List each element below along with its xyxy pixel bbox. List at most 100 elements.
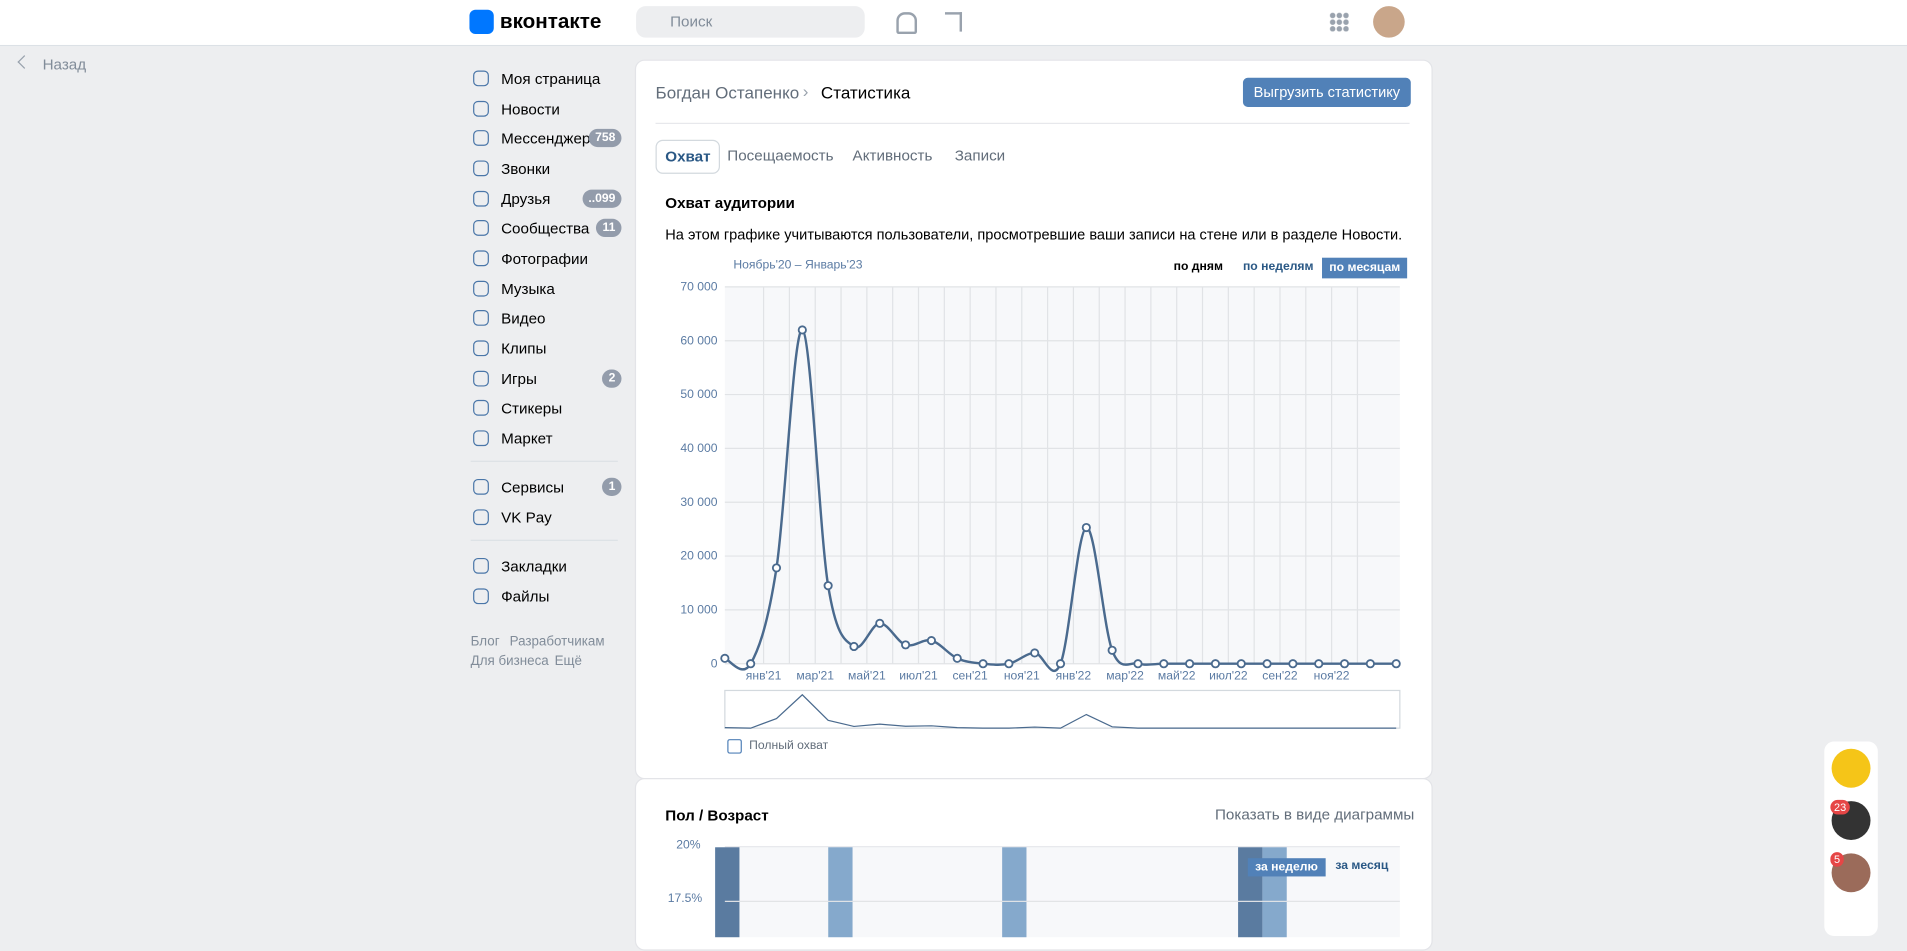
- period[interactable]: Ноябрь'20 – Январь'23: [733, 258, 863, 273]
- nav-label: Друзья: [501, 190, 551, 208]
- nav-item[interactable]: Видео: [471, 306, 629, 333]
- x-tick-label: сен'21: [952, 669, 988, 683]
- nav-item[interactable]: Клипы: [471, 337, 629, 364]
- tab[interactable]: Посещаемость: [727, 147, 834, 165]
- x-tick-label: мар'22: [1106, 669, 1144, 683]
- nav-icon: [473, 430, 489, 447]
- nav-badge: 758: [589, 128, 622, 148]
- point: [1133, 659, 1143, 669]
- nav-label: Сервисы: [501, 478, 565, 496]
- footer-link[interactable]: Блог: [470, 634, 500, 650]
- nav-icon: [473, 70, 489, 87]
- point: [1288, 659, 1298, 669]
- nav-label: Клипы: [501, 340, 547, 358]
- x-tick-label: июл'22: [1209, 669, 1248, 683]
- point: [978, 659, 988, 669]
- y-tick-label: 70 000: [680, 280, 717, 294]
- nav-item[interactable]: Маркет: [471, 427, 629, 454]
- footer-link[interactable]: Для бизнеса: [470, 653, 549, 669]
- point: [720, 653, 730, 663]
- nav-icon: [473, 509, 489, 526]
- top-bar: [0, 0, 1907, 47]
- nav-item[interactable]: Музыка: [471, 277, 629, 304]
- divider: [655, 122, 1410, 124]
- nav-item[interactable]: Стикеры: [471, 396, 629, 423]
- y-tick-label: 40 000: [680, 441, 717, 455]
- bar: [828, 847, 853, 938]
- nav-label: Файлы: [501, 588, 550, 606]
- point: [952, 653, 962, 663]
- view-toggle[interactable]: Показать в виде диаграммы: [1214, 805, 1415, 823]
- nav-item[interactable]: Файлы: [471, 585, 629, 612]
- y-tick-label: 17.5%: [667, 892, 703, 906]
- tab[interactable]: Записи: [954, 147, 1006, 165]
- chart-title: Охват аудитории: [665, 194, 795, 212]
- avatar[interactable]: [1373, 6, 1405, 38]
- mode[interactable]: по месяцам: [1322, 257, 1408, 279]
- chat-avatar[interactable]: [1831, 748, 1871, 788]
- nav-badge: ..099: [582, 189, 622, 208]
- apps[interactable]: [1329, 12, 1349, 32]
- nav-label: Фотографии: [501, 250, 588, 268]
- nav-item[interactable]: Игры 2: [471, 367, 629, 394]
- footer-link[interactable]: Разработчикам: [509, 634, 605, 650]
- nav-label: Видео: [501, 309, 546, 327]
- point: [1262, 659, 1272, 669]
- nav-label: Моя страница: [501, 70, 601, 88]
- nav-label: Звонки: [501, 160, 551, 178]
- nav-label: Маркет: [501, 430, 553, 448]
- mode[interactable]: по неделям: [1242, 260, 1314, 274]
- nav-label: VK Pay: [501, 509, 552, 527]
- nav-item[interactable]: Новости: [471, 97, 629, 124]
- search-placeholder: Поиск: [670, 13, 713, 31]
- nav-item[interactable]: Моя страница: [471, 67, 629, 94]
- tab[interactable]: Активность: [852, 147, 933, 165]
- nav-item[interactable]: Друзья ..099: [471, 187, 629, 214]
- music[interactable]: [944, 12, 963, 32]
- nav-item[interactable]: Сервисы 1: [471, 475, 629, 502]
- nav-icon: [473, 280, 489, 297]
- search[interactable]: Поиск: [636, 6, 865, 38]
- x-tick-label: май'22: [1158, 669, 1196, 683]
- nav-item[interactable]: VK Pay: [471, 506, 629, 533]
- export-button[interactable]: Выгрузить статистику: [1242, 77, 1411, 107]
- point: [823, 581, 833, 591]
- nav-item[interactable]: Мессенджер 758: [471, 126, 629, 153]
- nav-icon: [473, 160, 489, 177]
- legend[interactable]: Полный охват: [749, 739, 829, 753]
- point: [1314, 659, 1324, 669]
- logo-icon[interactable]: [469, 9, 494, 35]
- period-toggle[interactable]: за месяц: [1335, 859, 1389, 873]
- notifications[interactable]: [896, 12, 918, 35]
- nav-item[interactable]: Закладки: [471, 554, 629, 581]
- nav-icon: [473, 250, 489, 267]
- nav-item[interactable]: Сообщества 11: [471, 216, 629, 243]
- mode[interactable]: по дням: [1173, 260, 1223, 274]
- legend-checkbox[interactable]: [727, 739, 742, 754]
- breadcrumb-sep: ›: [802, 81, 809, 101]
- logo[interactable]: вконтакте: [499, 9, 602, 33]
- nav-icon: [473, 370, 489, 387]
- nav-item[interactable]: Звонки: [471, 157, 629, 184]
- nav-icon: [473, 220, 489, 236]
- plot-area: [724, 286, 1400, 664]
- y-tick-label: 0: [711, 656, 718, 670]
- period-toggle[interactable]: за неделю: [1247, 858, 1326, 877]
- nav-item[interactable]: Фотографии: [471, 247, 629, 274]
- tab[interactable]: Охват: [655, 139, 721, 174]
- nav-label: Сообщества: [501, 220, 590, 238]
- chat-badge: 5: [1830, 852, 1844, 867]
- back-link[interactable]: Назад: [42, 55, 87, 73]
- x-tick-label: ноя'22: [1314, 669, 1350, 683]
- point: [1185, 659, 1195, 669]
- nav-badge: 1: [602, 477, 622, 496]
- point: [1030, 648, 1040, 658]
- footer-link[interactable]: Ещё: [554, 653, 582, 669]
- breadcrumb[interactable]: Богдан Остапенко: [655, 82, 800, 103]
- point: [1055, 659, 1066, 669]
- nav-icon: [473, 340, 489, 357]
- grid-line: [724, 900, 1400, 902]
- point: [1339, 659, 1350, 669]
